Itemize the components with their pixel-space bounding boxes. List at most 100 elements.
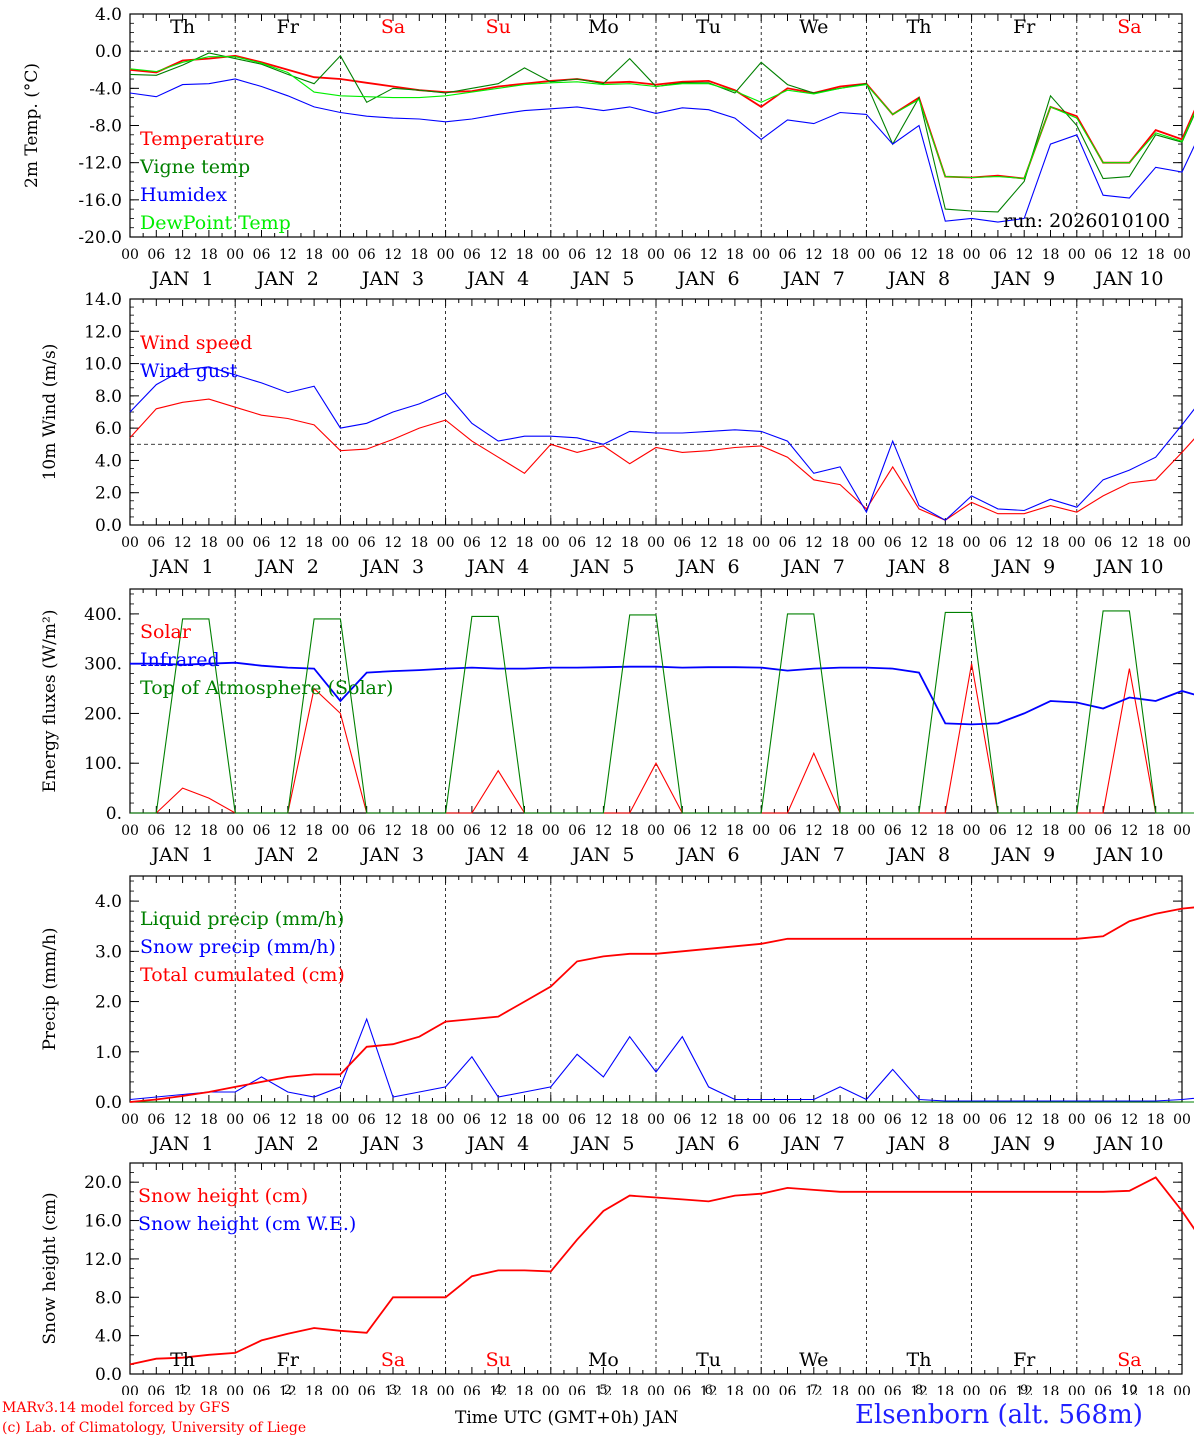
hour-tick-label: 18 xyxy=(726,535,744,551)
hour-tick-label: 00 xyxy=(752,1384,770,1395)
hour-tick-label: 06 xyxy=(358,1384,376,1395)
y-axis-label: Energy fluxes (W/m²) xyxy=(40,610,60,793)
legend-entry: Wind speed xyxy=(140,332,252,354)
hour-tick-label: 06 xyxy=(253,535,271,551)
y-tick-label: 10.0 xyxy=(84,355,122,375)
meteogram: 4.0 0.0 -4.0 -8.0 -12.0 -16.0 -20.0 2m Temp. (°… xyxy=(22,5,1194,1400)
y-tick-label: 16.0 xyxy=(84,1212,122,1232)
date-label: JAN 8 xyxy=(886,1133,950,1155)
hour-tick-label: 18 xyxy=(831,535,849,551)
hour-tick-label: 12 xyxy=(594,1112,612,1128)
y-tick-label: -4.0 xyxy=(89,79,122,99)
hour-tick-label: 18 xyxy=(1042,823,1060,839)
date-label: JAN 4 xyxy=(465,268,529,290)
hour-tick-label: 00 xyxy=(647,1384,665,1395)
hour-tick-label: 12 xyxy=(805,535,823,551)
hour-tick-label: 00 xyxy=(752,535,770,551)
date-label: JAN 3 xyxy=(360,844,424,866)
hour-tick-label: 06 xyxy=(673,535,691,551)
hour-tick-label: 18 xyxy=(305,823,323,839)
hour-tick-label: 12 xyxy=(1015,535,1033,551)
date-label: JAN 2 xyxy=(255,556,319,578)
y-tick-label: 0. xyxy=(106,804,122,824)
hour-tick-label: 12 xyxy=(489,1112,507,1128)
hour-tick-label: 18 xyxy=(621,247,639,263)
y-tick-label: 400. xyxy=(84,605,122,625)
hour-tick-label: 06 xyxy=(463,1384,481,1395)
hour-tick-label: 06 xyxy=(463,535,481,551)
hour-tick-label: 06 xyxy=(568,823,586,839)
date-label: JAN 10 xyxy=(1093,556,1163,578)
hour-tick-label: 00 xyxy=(542,1384,560,1395)
weekday-label-bottom: Sa xyxy=(1117,1349,1141,1371)
hour-tick-label: 00 xyxy=(542,823,560,839)
hour-tick-label: 06 xyxy=(358,535,376,551)
hour-tick-label: 12 xyxy=(594,823,612,839)
hour-tick-label: 06 xyxy=(779,535,797,551)
hour-tick-label: 00 xyxy=(963,247,981,263)
model-credit: MARv3.14 model forced by GFS xyxy=(2,1400,231,1416)
hour-tick-label: 12 xyxy=(174,1112,192,1128)
series-line xyxy=(130,610,1194,814)
series-line xyxy=(129,54,1194,180)
hour-tick-label: 06 xyxy=(1094,535,1112,551)
hour-tick-label: 06 xyxy=(253,1384,271,1395)
hour-tick-label: 06 xyxy=(358,823,376,839)
hour-tick-label: 12 xyxy=(700,823,718,839)
hour-tick-label: 00 xyxy=(437,1384,455,1395)
hour-tick-label: 12 xyxy=(279,1112,297,1128)
day-number-label: 7 xyxy=(810,1383,818,1395)
hour-tick-label: 06 xyxy=(673,1112,691,1128)
hour-tick-label: 06 xyxy=(673,823,691,839)
hour-tick-label: 00 xyxy=(1173,535,1191,551)
hour-tick-label: 12 xyxy=(489,535,507,551)
legend-entry: Top of Atmosphere (Solar) xyxy=(140,677,393,699)
hour-tick-label: 18 xyxy=(410,1384,428,1395)
hour-tick-label: 18 xyxy=(726,1112,744,1128)
day-number-label: 3 xyxy=(389,1383,397,1395)
date-label: JAN 8 xyxy=(886,844,950,866)
hour-tick-label: 06 xyxy=(989,1112,1007,1128)
hour-tick-label: 12 xyxy=(1015,1112,1033,1128)
day-number-label: 9 xyxy=(1020,1383,1028,1395)
legend-entry: Liquid precip (mm/h) xyxy=(140,908,344,930)
date-label: JAN 6 xyxy=(676,556,740,578)
hour-tick-label: 06 xyxy=(1094,247,1112,263)
hour-tick-label: 00 xyxy=(437,823,455,839)
hour-tick-label: 00 xyxy=(1173,1112,1191,1128)
hour-tick-label: 06 xyxy=(253,247,271,263)
series-line xyxy=(129,1017,1194,1102)
hour-tick-label: 12 xyxy=(1120,1112,1138,1128)
hour-tick-label: 00 xyxy=(963,1112,981,1128)
date-label: JAN 9 xyxy=(991,844,1055,866)
hour-tick-label: 06 xyxy=(568,1384,586,1395)
hour-tick-label: 18 xyxy=(621,1112,639,1128)
y-tick-label: 4.0 xyxy=(95,451,122,471)
y-tick-label: 2.0 xyxy=(95,993,122,1013)
hour-tick-label: 12 xyxy=(174,247,192,263)
date-label: JAN 10 xyxy=(1093,268,1163,290)
hour-tick-label: 18 xyxy=(305,247,323,263)
legend-entry: Solar xyxy=(140,621,192,643)
hour-tick-label: 00 xyxy=(331,1112,349,1128)
hour-tick-label: 06 xyxy=(358,247,376,263)
date-label: JAN 7 xyxy=(781,844,845,866)
hour-tick-label: 00 xyxy=(752,247,770,263)
hour-tick-label: 18 xyxy=(410,247,428,263)
y-axis-label: Precip (mm/h) xyxy=(40,927,60,1050)
hour-tick-label: 18 xyxy=(831,1384,849,1395)
hour-tick-label: 18 xyxy=(621,1384,639,1395)
hour-tick-label: 18 xyxy=(1042,1112,1060,1128)
hour-tick-label: 06 xyxy=(884,823,902,839)
hour-tick-label: 06 xyxy=(463,1112,481,1128)
hour-tick-label: 06 xyxy=(779,247,797,263)
panel-precip: 4.0 3.0 2.0 1.0 0.0 Precip (mm/h) Liquid preci… xyxy=(40,875,1194,1155)
day-number-label: 4 xyxy=(494,1383,502,1395)
y-tick-label: 12.0 xyxy=(84,322,122,342)
hour-tick-label: 18 xyxy=(200,1384,218,1395)
hour-tick-label: 18 xyxy=(305,1384,323,1395)
weekday-label-bottom: Fr xyxy=(277,1349,300,1371)
hour-tick-label: 18 xyxy=(936,535,954,551)
date-label: JAN 9 xyxy=(991,1133,1055,1155)
hour-tick-label: 00 xyxy=(331,1384,349,1395)
